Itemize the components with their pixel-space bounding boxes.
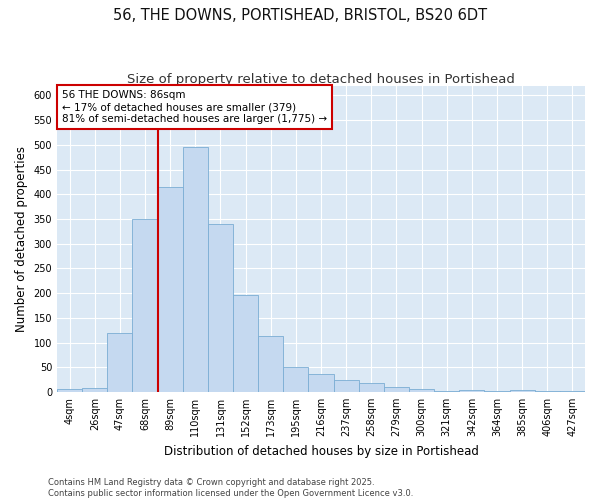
Bar xyxy=(107,332,133,392)
Bar xyxy=(359,383,384,392)
Bar xyxy=(133,219,158,392)
Bar xyxy=(484,391,509,392)
Bar xyxy=(208,224,233,392)
Bar xyxy=(258,336,283,392)
Bar xyxy=(560,391,585,392)
Bar xyxy=(158,187,183,392)
Bar xyxy=(409,390,434,392)
Bar xyxy=(384,388,409,392)
Text: 56, THE DOWNS, PORTISHEAD, BRISTOL, BS20 6DT: 56, THE DOWNS, PORTISHEAD, BRISTOL, BS20… xyxy=(113,8,487,22)
Bar xyxy=(57,390,82,392)
Title: Size of property relative to detached houses in Portishead: Size of property relative to detached ho… xyxy=(127,72,515,86)
Bar xyxy=(434,391,459,392)
Bar xyxy=(334,380,359,392)
Y-axis label: Number of detached properties: Number of detached properties xyxy=(15,146,28,332)
Text: Contains HM Land Registry data © Crown copyright and database right 2025.
Contai: Contains HM Land Registry data © Crown c… xyxy=(48,478,413,498)
Bar xyxy=(459,390,484,392)
X-axis label: Distribution of detached houses by size in Portishead: Distribution of detached houses by size … xyxy=(164,444,478,458)
Bar xyxy=(82,388,107,392)
Bar xyxy=(183,148,208,392)
Bar xyxy=(509,390,535,392)
Text: 56 THE DOWNS: 86sqm
← 17% of detached houses are smaller (379)
81% of semi-detac: 56 THE DOWNS: 86sqm ← 17% of detached ho… xyxy=(62,90,327,124)
Bar xyxy=(535,391,560,392)
Bar xyxy=(308,374,334,392)
Bar xyxy=(233,294,258,392)
Bar xyxy=(283,367,308,392)
